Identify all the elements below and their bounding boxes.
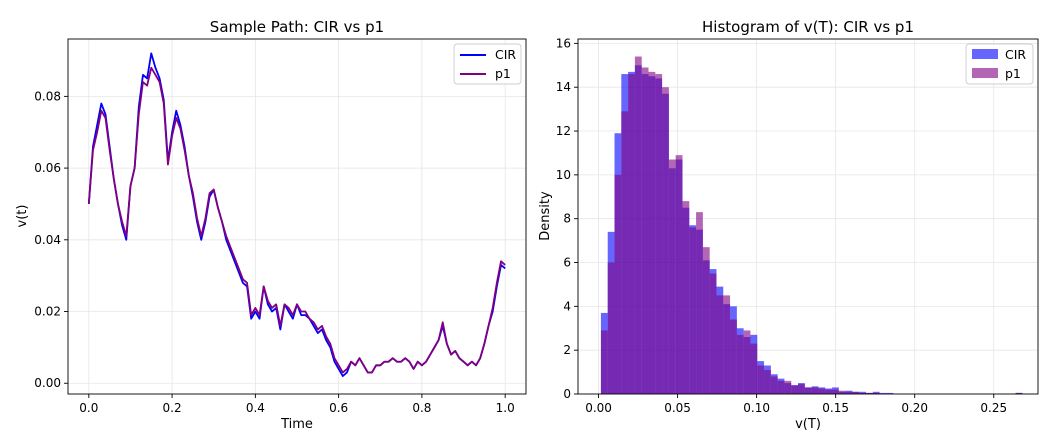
sample-path-ytick-label: 0.08 — [34, 89, 61, 103]
histogram-xtick-label: 0.10 — [743, 401, 770, 415]
histogram-chart: 0.00 0.05 0.10 0.15 0.20 0.25 0 2 4 6 8 10 12 14 16 Hi… — [538, 18, 1039, 432]
sample-path-legend: CIR p1 — [453, 43, 522, 85]
histogram-ytick-label: 10 — [556, 168, 571, 182]
histogram-bar-p1 — [736, 334, 744, 394]
series-p1-line — [87, 66, 506, 374]
histogram-xtick-label: 0.20 — [901, 401, 928, 415]
histogram-bar-p1 — [825, 389, 833, 394]
histogram-plot-frame — [577, 38, 1039, 395]
histogram-ytick-label: 0 — [563, 387, 571, 401]
histogram-bar-p1 — [696, 212, 703, 394]
histogram-bar-p1 — [628, 74, 635, 394]
histogram-bar-p1 — [709, 273, 717, 394]
histogram-bar-p1 — [614, 174, 622, 394]
histogram-bar-p1 — [811, 387, 819, 394]
histogram-ytick-label: 8 — [563, 212, 571, 226]
histogram-bar-p1 — [682, 201, 690, 394]
histogram-xtick-label: 0.00 — [585, 401, 612, 415]
legend-cir-label: CIR — [1005, 47, 1026, 62]
sample-path-ytick-label: 0.04 — [34, 233, 61, 247]
histogram-bar-p1 — [804, 387, 812, 394]
sample-path-ytick-label: 0.06 — [34, 161, 61, 175]
histogram-bar-p1 — [743, 330, 751, 394]
series-p1-bars — [600, 56, 1023, 395]
sample-path-xtick-label: 1.0 — [496, 401, 515, 415]
histogram-bar-p1 — [648, 71, 656, 395]
sample-path-xtick-label: 0.2 — [163, 401, 182, 415]
histogram-bar-p1 — [852, 391, 860, 394]
sample-path-xtick-label: 0.8 — [412, 401, 431, 415]
legend-p1-swatch — [972, 68, 998, 78]
histogram-bar-p1 — [770, 376, 778, 394]
histogram-bar-p1 — [798, 384, 805, 394]
histogram-ytick-label: 16 — [556, 36, 571, 50]
histogram-ylabel: Density — [538, 191, 553, 241]
histogram-ytick-label: 14 — [556, 80, 571, 94]
sample-path-plot-frame — [67, 38, 527, 395]
sample-path-xlabel: Time — [280, 417, 313, 432]
sample-path-xtick-label: 0.4 — [246, 401, 265, 415]
series-cir-line — [87, 52, 506, 377]
histogram-bar-p1 — [764, 369, 771, 394]
histogram-xtick-label: 0.05 — [664, 401, 691, 415]
histogram-bar-p1 — [655, 74, 663, 394]
histogram-bar-p1 — [818, 388, 826, 394]
histogram-bar-p1 — [662, 87, 669, 395]
histogram-bar-p1 — [784, 380, 792, 394]
sample-path-title: Sample Path: CIR vs p1 — [210, 18, 384, 36]
sample-path-xtick-label: 0.0 — [79, 401, 98, 415]
sample-path-chart: 0.0 0.2 0.4 0.6 0.8 1.0 0.00 0.02 0.04 0.06 0.08 S… — [15, 18, 527, 432]
histogram-ytick-label: 4 — [563, 299, 571, 313]
histogram-xtick-label: 0.25 — [980, 401, 1007, 415]
histogram-bar-cir — [879, 392, 887, 394]
histogram-bar-p1 — [689, 227, 697, 394]
histogram-bar-p1 — [600, 330, 608, 394]
histogram-bar-p1 — [832, 389, 839, 394]
histogram-bar-p1 — [634, 56, 642, 395]
histogram-bar-p1 — [866, 392, 873, 394]
histogram-ytick-label: 12 — [556, 124, 571, 138]
histogram-bar-cir — [886, 392, 894, 394]
histogram-bar-p1 — [607, 262, 615, 394]
histogram-legend: CIR p1 — [965, 43, 1034, 85]
sample-path-ytick-label: 0.02 — [34, 305, 61, 319]
sample-path-xtick-label: 0.6 — [329, 401, 348, 415]
histogram-bar-p1 — [641, 67, 649, 394]
histogram-bar-p1 — [730, 319, 737, 394]
histogram-bar-p1 — [668, 159, 676, 394]
histogram-bar-p1 — [621, 111, 629, 394]
histogram-bar-p1 — [750, 343, 758, 394]
histogram-bar-p1 — [723, 295, 731, 394]
histogram-bar-p1 — [757, 365, 765, 394]
histogram-xlabel: v(T) — [795, 417, 821, 432]
legend-p1-label: p1 — [495, 66, 511, 81]
legend-p1-label: p1 — [1005, 66, 1021, 81]
histogram-bar-p1 — [845, 391, 853, 394]
histogram-ytick-label: 2 — [563, 343, 571, 357]
histogram-bar-p1 — [872, 392, 880, 394]
histogram-xtick-label: 0.15 — [822, 401, 849, 415]
histogram-bar-p1 — [838, 390, 846, 394]
histogram-bar-p1 — [675, 155, 683, 394]
histogram-ytick-label: 6 — [563, 256, 571, 270]
legend-cir-swatch — [972, 49, 998, 59]
histogram-bar-p1 — [777, 380, 785, 394]
sample-path-ytick-label: 0.00 — [34, 376, 61, 390]
histogram-title: Histogram of v(T): CIR vs p1 — [702, 18, 914, 36]
histogram-bar-p1 — [702, 247, 710, 394]
histogram-bar-p1 — [791, 385, 799, 394]
histogram-bar-p1 — [716, 295, 724, 394]
sample-path-ylabel: v(t) — [15, 205, 30, 228]
histogram-bar-p1 — [1015, 392, 1023, 394]
legend-cir-label: CIR — [495, 47, 516, 62]
histogram-bar-p1 — [859, 392, 867, 394]
